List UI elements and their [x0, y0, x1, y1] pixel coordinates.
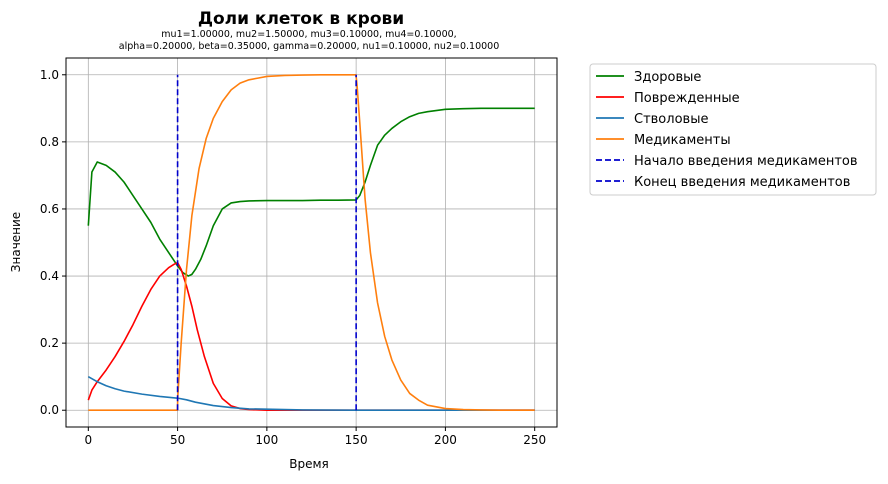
legend: Здоровые Поврежденные Стволовые Медикаменты… — [589, 63, 877, 196]
y-tick-label: 0.0 — [40, 403, 59, 417]
y-axis-label: Значение — [9, 212, 23, 272]
x-axis-label: Время — [289, 457, 329, 471]
plot-area — [87, 73, 535, 412]
x-tick-label: 0 — [84, 433, 92, 447]
grid — [66, 58, 557, 427]
x-tick-label: 200 — [434, 433, 457, 447]
legend-label-5: Конец введения медикаментов — [634, 175, 850, 190]
y-tick-label: 0.8 — [40, 135, 59, 149]
series-line-2 — [87, 375, 535, 412]
x-tick-label: 150 — [345, 433, 368, 447]
x-tick-label: 50 — [170, 433, 185, 447]
legend-label-3: Медикаменты — [634, 133, 731, 148]
legend-label-4: Начало введения медикаментов — [634, 154, 858, 169]
series-line-3 — [88, 73, 535, 412]
y-tick-label: 0.2 — [40, 336, 59, 350]
y-tick-label: 0.4 — [40, 269, 59, 283]
chart-subtitle-line-2: alpha=0.20000, beta=0.35000, gamma=0.200… — [119, 41, 500, 52]
y-tick-label: 1.0 — [40, 68, 59, 82]
legend-label-2: Стволовые — [634, 112, 708, 127]
chart-subtitle-line-1: mu1=1.00000, mu2=1.50000, mu3=0.10000, m… — [161, 29, 456, 40]
legend-label-0: Здоровые — [634, 70, 701, 85]
series-line-0 — [87, 107, 535, 277]
axes-frame — [65, 57, 558, 428]
y-tick-label: 0.6 — [40, 202, 59, 216]
legend-label-1: Поврежденные — [634, 91, 740, 106]
series-line-1 — [87, 261, 535, 412]
x-tick-label: 100 — [255, 433, 278, 447]
legend-frame — [589, 63, 877, 196]
x-tick-label: 250 — [523, 433, 546, 447]
chart-title: Доли клеток в крови — [198, 9, 404, 29]
axis-ticks: 0 50 100 150 200 250 0.0 0.2 0.4 0.6 0.8 1.0 — [40, 68, 546, 447]
